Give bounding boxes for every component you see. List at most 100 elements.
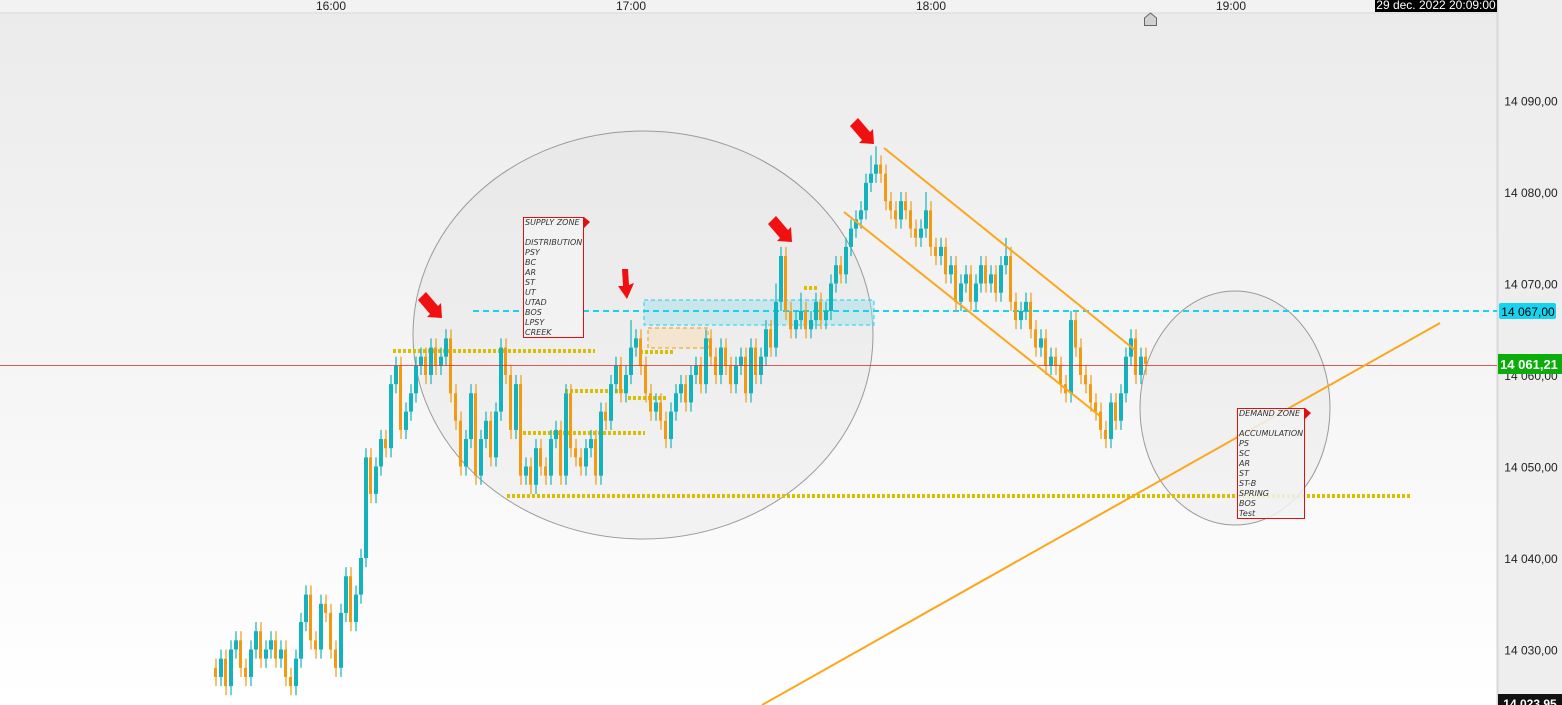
candle[interactable]: [439, 347, 443, 375]
candle[interactable]: [279, 640, 283, 668]
candle[interactable]: [274, 631, 277, 668]
candle[interactable]: [909, 201, 912, 238]
candle[interactable]: [314, 631, 317, 659]
ascending-trend-line[interactable]: [761, 322, 1441, 705]
candle[interactable]: [484, 411, 488, 449]
candle[interactable]: [984, 256, 987, 293]
candle[interactable]: [304, 585, 308, 632]
candle[interactable]: [1124, 347, 1128, 403]
candle[interactable]: [764, 320, 768, 366]
candle[interactable]: [264, 640, 268, 668]
candle[interactable]: [809, 310, 813, 339]
candle[interactable]: [869, 155, 873, 192]
candle[interactable]: [1074, 310, 1077, 357]
candle[interactable]: [1054, 347, 1057, 375]
candle[interactable]: [974, 274, 978, 311]
candle[interactable]: [1034, 320, 1037, 357]
candle[interactable]: [1069, 310, 1073, 403]
candle[interactable]: [739, 347, 743, 375]
candle[interactable]: [999, 256, 1003, 302]
candle[interactable]: [1114, 393, 1117, 430]
candle[interactable]: [539, 439, 542, 476]
candle[interactable]: [514, 375, 518, 440]
candle[interactable]: [1104, 420, 1107, 449]
candle[interactable]: [944, 237, 947, 284]
price-axis[interactable]: [1497, 0, 1562, 705]
candle[interactable]: [829, 274, 833, 321]
candle[interactable]: [454, 384, 457, 430]
candle[interactable]: [249, 640, 253, 687]
candle[interactable]: [1084, 365, 1087, 394]
candle[interactable]: [799, 292, 803, 330]
candle[interactable]: [319, 594, 323, 659]
candle[interactable]: [224, 649, 227, 696]
candle[interactable]: [374, 457, 378, 504]
candle[interactable]: [559, 420, 562, 485]
candle[interactable]: [834, 256, 838, 293]
candle[interactable]: [859, 201, 863, 229]
candle[interactable]: [839, 256, 842, 284]
order-block-rect[interactable]: [647, 327, 709, 349]
candle[interactable]: [919, 219, 923, 247]
candle[interactable]: [814, 292, 818, 330]
candle[interactable]: [489, 411, 492, 467]
candle[interactable]: [574, 439, 577, 467]
candle[interactable]: [649, 384, 652, 421]
candle[interactable]: [1009, 246, 1012, 311]
candle[interactable]: [669, 402, 673, 449]
candle[interactable]: [604, 402, 607, 430]
candle[interactable]: [239, 631, 242, 677]
candle[interactable]: [744, 347, 747, 403]
candle[interactable]: [1019, 301, 1023, 330]
candle[interactable]: [819, 292, 822, 330]
candle[interactable]: [879, 155, 882, 183]
candle[interactable]: [704, 329, 708, 394]
candle[interactable]: [344, 567, 348, 623]
candle[interactable]: [769, 320, 772, 357]
candle[interactable]: [949, 256, 953, 284]
candle[interactable]: [624, 365, 628, 403]
candle[interactable]: [749, 338, 753, 403]
candle[interactable]: [419, 347, 423, 375]
candle[interactable]: [654, 393, 658, 421]
candle[interactable]: [789, 301, 792, 339]
candle[interactable]: [864, 173, 868, 220]
candle[interactable]: [529, 457, 532, 494]
candle[interactable]: [509, 365, 512, 440]
candle[interactable]: [464, 429, 468, 476]
candle[interactable]: [1094, 393, 1097, 421]
candle[interactable]: [219, 649, 223, 687]
candle[interactable]: [394, 356, 398, 394]
candle[interactable]: [1029, 292, 1032, 339]
home-marker-icon[interactable]: [1144, 12, 1157, 26]
candle[interactable]: [1039, 329, 1043, 357]
candle[interactable]: [904, 192, 907, 220]
candle[interactable]: [824, 301, 828, 330]
candle[interactable]: [389, 375, 393, 458]
candle[interactable]: [504, 338, 507, 385]
candle[interactable]: [939, 237, 943, 266]
candle[interactable]: [349, 567, 352, 632]
candle[interactable]: [1014, 292, 1017, 330]
candle[interactable]: [579, 448, 582, 476]
candle[interactable]: [689, 365, 693, 412]
candle[interactable]: [609, 375, 613, 430]
candle[interactable]: [1144, 347, 1147, 375]
demand-zone-box[interactable]: DEMAND ZONE ACCUMULATION PS SC AR ST ST-B SPRI…: [1237, 408, 1312, 519]
candle[interactable]: [494, 402, 498, 467]
candle[interactable]: [889, 192, 892, 220]
candle[interactable]: [569, 384, 572, 458]
candle[interactable]: [584, 439, 588, 476]
candle[interactable]: [354, 585, 358, 632]
candle[interactable]: [474, 384, 477, 485]
candle[interactable]: [779, 246, 783, 311]
candle[interactable]: [599, 402, 603, 485]
candle[interactable]: [1059, 356, 1062, 394]
candle[interactable]: [979, 256, 983, 293]
candle[interactable]: [774, 283, 778, 357]
candle[interactable]: [479, 429, 483, 485]
candle[interactable]: [499, 338, 503, 421]
candle[interactable]: [639, 329, 642, 375]
time-axis-bar[interactable]: [0, 0, 1497, 13]
